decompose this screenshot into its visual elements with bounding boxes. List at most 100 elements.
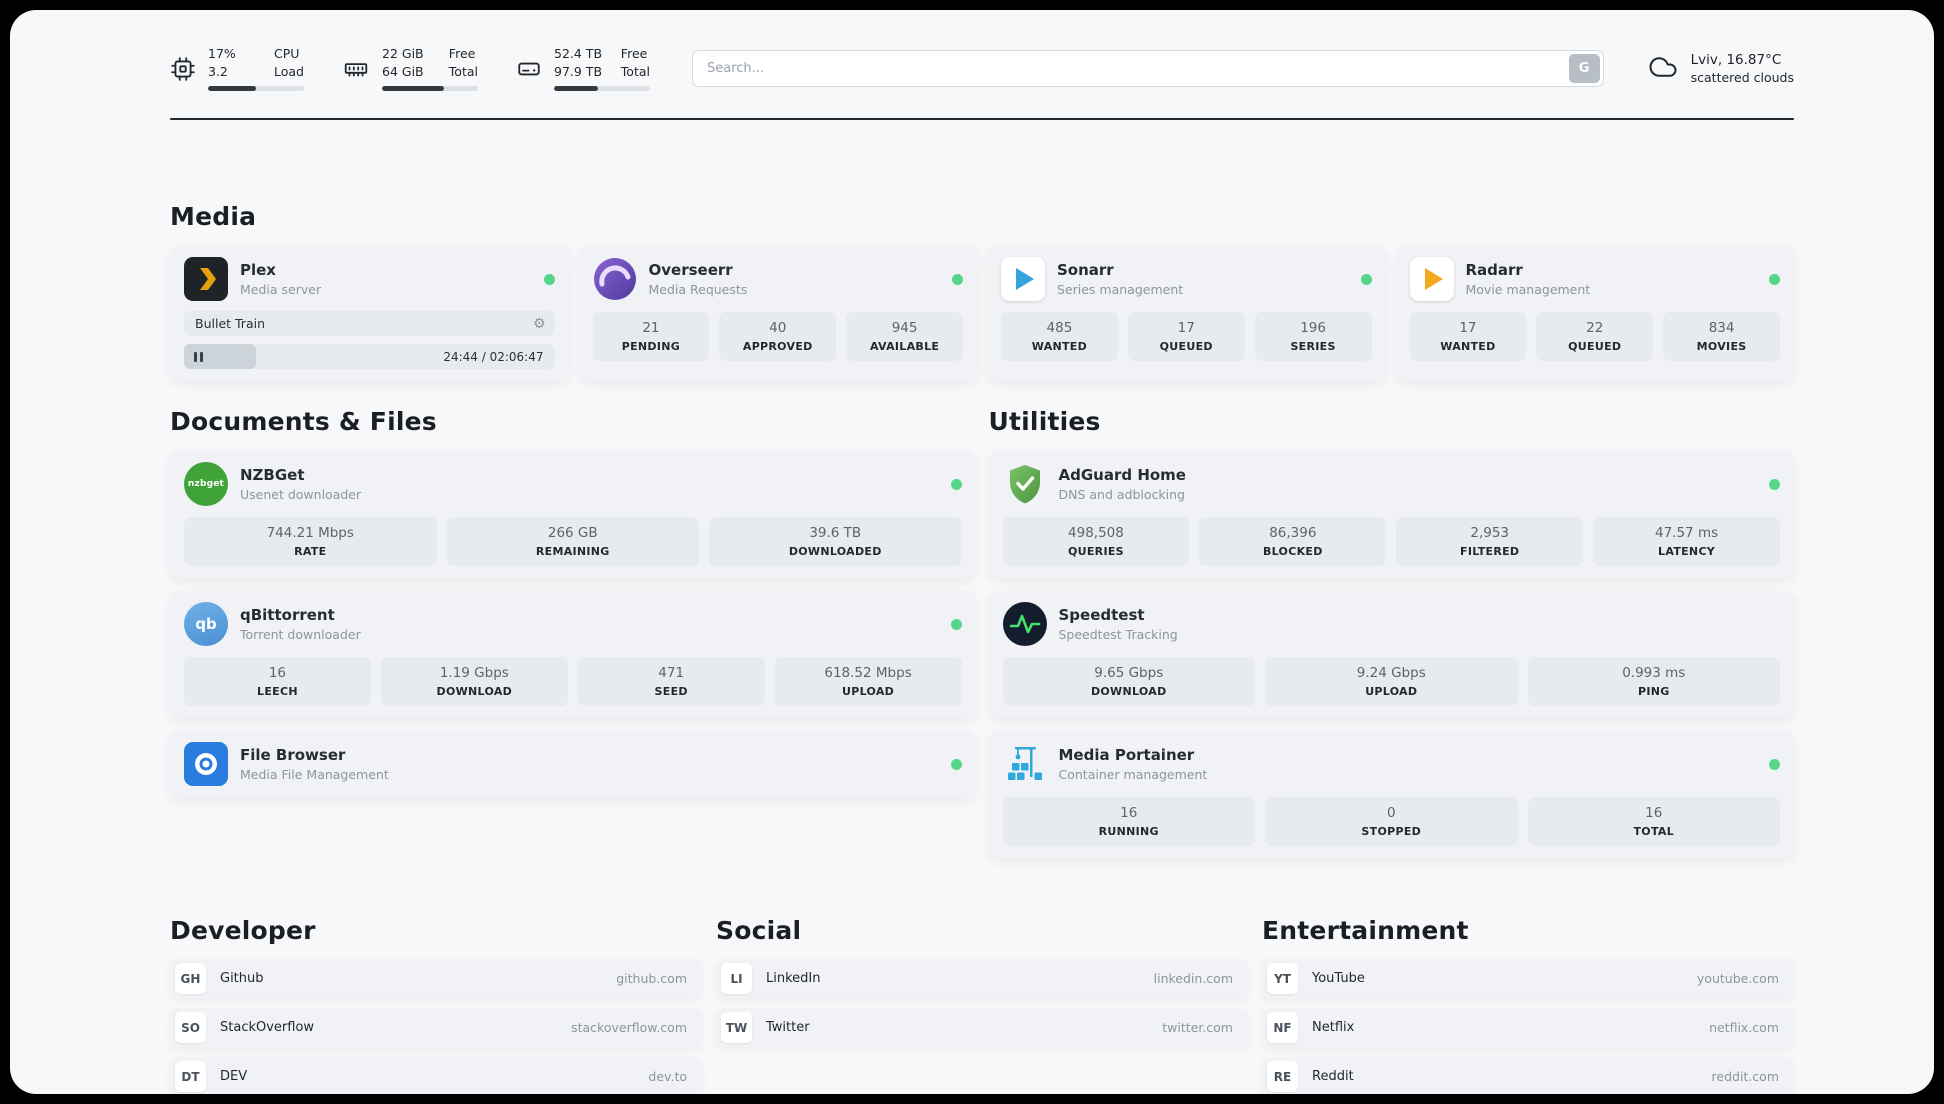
bookmark-netflix[interactable]: NF Netflix netflix.com — [1262, 1008, 1794, 1048]
ram-free-value: 22 GiB — [382, 46, 424, 61]
app-subtitle: Torrent downloader — [240, 627, 361, 643]
cpu-progress-bar — [208, 86, 304, 92]
ram-total-value: 64 GiB — [382, 63, 424, 79]
disk-label-2: Total — [620, 63, 650, 79]
cloud-icon — [1646, 52, 1680, 86]
weather-widget: Lviv, 16.87°C scattered clouds — [1646, 52, 1794, 86]
search-engine-button[interactable]: G — [1568, 54, 1600, 84]
cpu-label-2: Load — [274, 63, 304, 79]
overseerr-card[interactable]: Overseerr Media Requests 21 PENDING 40 A… — [578, 245, 977, 382]
stat-upload: 618.52 Mbps UPLOAD — [774, 657, 962, 707]
app-name: qBittorrent — [240, 606, 335, 625]
ram-widget: 22 GiB 64 GiB Free Total — [342, 46, 478, 92]
app-subtitle: Series management — [1057, 282, 1184, 298]
weather-location: Lviv, 16.87°C — [1690, 52, 1782, 69]
stat-upload: 9.24 Gbps UPLOAD — [1265, 657, 1518, 707]
bookmark-github[interactable]: GH Github github.com — [170, 959, 702, 999]
entertainment-section: Entertainment YT YouTube youtube.com NF … — [1262, 916, 1794, 1094]
stat-latency: 47.57 ms LATENCY — [1593, 517, 1780, 567]
sonarr-icon — [1001, 257, 1045, 302]
app-name: Sonarr — [1057, 261, 1114, 280]
overseerr-icon — [593, 257, 637, 301]
adguard-card[interactable]: AdGuard Home DNS and adblocking 498,508 … — [988, 450, 1794, 579]
radarr-icon — [1409, 257, 1454, 302]
status-dot — [1769, 273, 1780, 285]
disk-total-value: 97.9 TB — [554, 63, 603, 79]
cpu-icon — [170, 56, 196, 82]
stat-remaining: 266 GB REMAINING — [446, 517, 699, 567]
now-playing-row: Bullet Train ⚙ — [184, 311, 555, 337]
disk-free-value: 52.4 TB — [554, 46, 603, 61]
stat-running: 16 RUNNING — [1002, 797, 1255, 847]
linkedin-icon: LI — [721, 963, 752, 995]
playback-progress-bar: 24:44 / 02:06:47 — [184, 344, 555, 370]
social-section: Social LI LinkedIn linkedin.com TW Twitt… — [716, 916, 1248, 1094]
bookmark-stackoverflow[interactable]: SO StackOverflow stackoverflow.com — [170, 1008, 702, 1048]
search-input[interactable] — [692, 50, 1604, 88]
app-name: Speedtest — [1058, 606, 1145, 625]
documents-section-title: Documents & Files — [170, 407, 437, 437]
status-dot — [950, 478, 962, 490]
nzbget-card[interactable]: nzbget NZBGet Usenet downloader 744.21 M… — [170, 450, 976, 579]
status-dot — [543, 273, 555, 285]
ram-icon — [342, 56, 370, 82]
pause-icon[interactable] — [194, 351, 203, 362]
ram-label-1: Free — [448, 46, 476, 61]
qbittorrent-icon: qb — [184, 602, 228, 647]
disk-label-1: Free — [620, 46, 648, 61]
bookmark-youtube[interactable]: YT YouTube youtube.com — [1262, 959, 1794, 999]
speedtest-card[interactable]: Speedtest Speedtest Tracking 9.65 Gbps D… — [988, 590, 1794, 719]
status-dot — [952, 273, 963, 285]
stat-queued: 17 QUEUED — [1127, 312, 1245, 362]
developer-section-title: Developer — [170, 916, 316, 946]
status-dot — [950, 618, 962, 630]
ram-progress-bar — [382, 86, 478, 92]
stat-queries: 498,508 QUERIES — [1002, 517, 1190, 567]
status-dot — [950, 758, 962, 770]
stat-rate: 744.21 Mbps RATE — [184, 517, 437, 567]
dashboard-main: Media Plex Media server — [10, 202, 1934, 1094]
dashboard-page: 17% 3.2 CPU Load — [10, 10, 1934, 1094]
filebrowser-icon — [184, 742, 228, 787]
cpu-load-value: 3.2 — [208, 63, 228, 79]
qbittorrent-card[interactable]: qb qBittorrent Torrent downloader 16 — [170, 590, 976, 719]
stackoverflow-icon: SO — [175, 1012, 206, 1044]
app-subtitle: DNS and adblocking — [1058, 487, 1185, 503]
app-subtitle: Speedtest Tracking — [1058, 627, 1178, 643]
sonarr-card[interactable]: Sonarr Series management 485 WANTED 17 Q… — [987, 245, 1386, 382]
bookmark-linkedin[interactable]: LI LinkedIn linkedin.com — [716, 959, 1248, 999]
bookmark-twitter[interactable]: TW Twitter twitter.com — [716, 1008, 1248, 1048]
stat-leech: 16 LEECH — [184, 657, 371, 707]
status-dot — [1360, 273, 1372, 285]
filebrowser-card[interactable]: File Browser Media File Management — [170, 730, 976, 799]
app-subtitle: Movie management — [1465, 282, 1591, 298]
cpu-label-1: CPU — [274, 46, 300, 61]
media-section-title: Media — [170, 202, 257, 232]
adguard-shield-icon — [1003, 462, 1047, 506]
stat-seed: 471 SEED — [577, 657, 765, 707]
twitter-icon: TW — [721, 1012, 752, 1044]
utilities-section-title: Utilities — [988, 407, 1101, 437]
portainer-icon — [1003, 742, 1047, 786]
gear-icon[interactable]: ⚙ — [532, 315, 546, 332]
plex-card[interactable]: Plex Media server Bullet Train ⚙ 24:44 /… — [170, 245, 569, 382]
speedtest-icon — [1002, 602, 1047, 647]
stat-movies: 834 MOVIES — [1663, 312, 1780, 362]
search-bar: G — [692, 50, 1604, 88]
stat-download: 9.65 Gbps DOWNLOAD — [1002, 657, 1255, 707]
bookmark-dev[interactable]: DT DEV dev.to — [170, 1057, 702, 1094]
app-name: File Browser — [240, 746, 346, 765]
disk-icon — [516, 56, 542, 82]
playback-time: 24:44 / 02:06:47 — [443, 349, 544, 364]
app-subtitle: Media server — [240, 282, 322, 298]
header-divider — [170, 118, 1794, 121]
stat-wanted: 17 WANTED — [1409, 312, 1527, 362]
header: 17% 3.2 CPU Load — [10, 10, 1934, 92]
entertainment-section-title: Entertainment — [1262, 916, 1469, 946]
radarr-card[interactable]: Radarr Movie management 17 WANTED 22 QUE… — [1395, 245, 1794, 382]
developer-section: Developer GH Github github.com SO StackO… — [170, 916, 702, 1094]
portainer-card[interactable]: Media Portainer Container management 16 … — [988, 730, 1794, 859]
youtube-icon: YT — [1267, 963, 1298, 995]
social-section-title: Social — [716, 916, 802, 946]
bookmark-reddit[interactable]: RE Reddit reddit.com — [1262, 1057, 1794, 1094]
